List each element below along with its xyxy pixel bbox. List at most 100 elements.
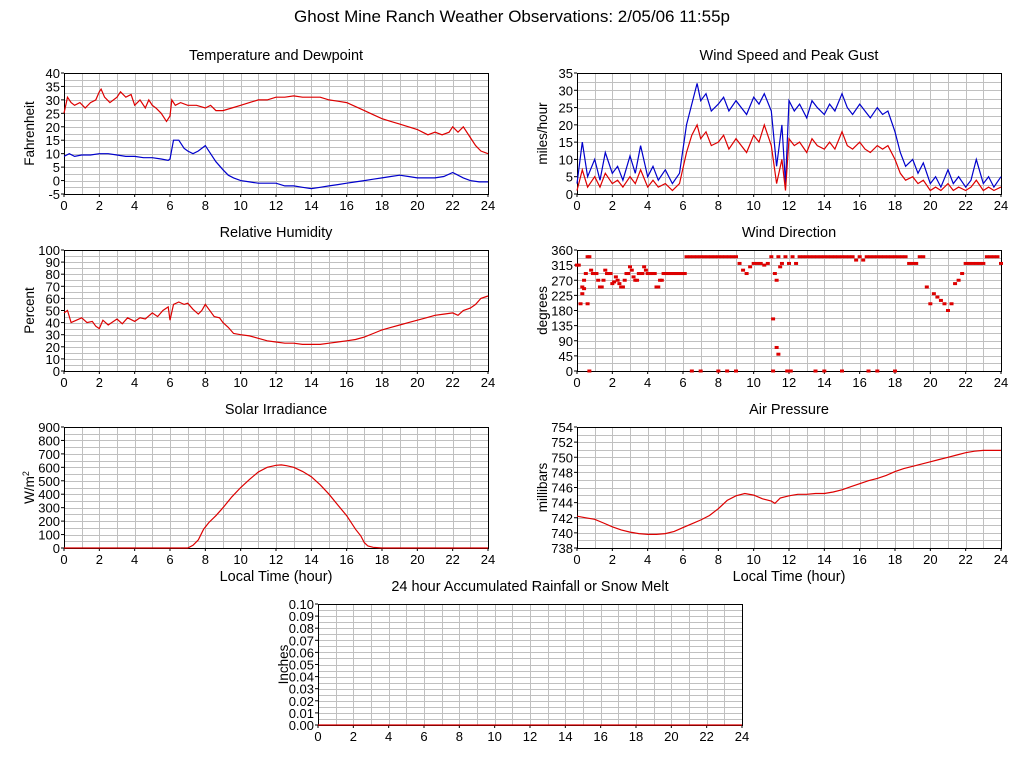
x-tick-label: 20 bbox=[923, 375, 937, 390]
data-point bbox=[771, 317, 776, 321]
chart-title: Relative Humidity bbox=[220, 225, 334, 241]
x-tick-label: 20 bbox=[410, 552, 424, 567]
data-point bbox=[582, 287, 587, 291]
y-tick-label: 0.06 bbox=[289, 645, 314, 660]
x-tick-label: 10 bbox=[233, 198, 247, 213]
x-tick-label: 10 bbox=[746, 198, 760, 213]
chart-svg: 0 2 4 6 8 10 12 14 16 18 20 22 2405101520253035Wind … bbox=[535, 48, 1008, 213]
data-point bbox=[875, 369, 880, 373]
data-point bbox=[914, 261, 919, 265]
y-tick-label: 40 bbox=[46, 66, 60, 81]
data-point bbox=[864, 255, 869, 259]
data-point bbox=[580, 292, 585, 296]
data-point bbox=[847, 255, 852, 259]
data-point bbox=[836, 255, 841, 259]
y-tick-label: 180 bbox=[551, 304, 573, 319]
x-tick-label: 8 bbox=[715, 552, 722, 567]
y-tick-label: 10 bbox=[46, 147, 60, 162]
x-tick-label: 12 bbox=[269, 198, 283, 213]
x-tick-label: 2 bbox=[96, 198, 103, 213]
data-point bbox=[889, 255, 894, 259]
y-tick-label: 738 bbox=[551, 541, 573, 556]
y-tick-label: 30 bbox=[559, 83, 573, 98]
y-tick-label: 60 bbox=[46, 291, 60, 306]
data-point bbox=[938, 298, 943, 302]
y-tick-label: 270 bbox=[551, 273, 573, 288]
chart-title: Solar Irradiance bbox=[225, 402, 327, 418]
data-point bbox=[797, 255, 802, 259]
data-point bbox=[815, 255, 820, 259]
data-point bbox=[612, 280, 617, 284]
data-point bbox=[818, 255, 823, 259]
y-tick-label: 900 bbox=[38, 420, 60, 435]
y-tick-label: 0 bbox=[53, 364, 60, 379]
chart-svg: 0 2 4 6 8 10 12 14 16 18 20 22 240100200300400500600… bbox=[21, 402, 495, 585]
y-tick-label: 0.01 bbox=[289, 706, 314, 721]
x-tick-label: 18 bbox=[888, 198, 902, 213]
data-point bbox=[885, 255, 890, 259]
data-point bbox=[599, 285, 604, 289]
plot-frame bbox=[577, 73, 1002, 195]
data-point bbox=[576, 263, 581, 267]
y-tick-label: 500 bbox=[38, 474, 60, 489]
y-tick-label: 746 bbox=[551, 481, 573, 496]
y-tick-label: 752 bbox=[551, 435, 573, 450]
data-point bbox=[734, 255, 738, 259]
data-point bbox=[875, 255, 880, 259]
data-point bbox=[861, 258, 866, 262]
data-point bbox=[794, 261, 799, 265]
x-tick-label: 20 bbox=[664, 729, 678, 744]
x-tick-label: 6 bbox=[679, 198, 686, 213]
data-point bbox=[772, 272, 777, 276]
x-tick-label: 4 bbox=[385, 729, 392, 744]
y-tick-label: 20 bbox=[46, 340, 60, 355]
y-tick-label: 90 bbox=[559, 334, 573, 349]
data-point bbox=[769, 255, 774, 259]
y-tick-label: 0.03 bbox=[289, 682, 314, 697]
x-tick-label: 14 bbox=[304, 198, 318, 213]
y-tick-label: 0.10 bbox=[289, 597, 314, 612]
data-point bbox=[970, 261, 975, 265]
x-tick-label: 22 bbox=[958, 552, 972, 567]
y-tick-label: 744 bbox=[551, 496, 573, 511]
data-point bbox=[587, 255, 592, 259]
chart-title: Temperature and Dewpoint bbox=[189, 48, 363, 64]
chart-svg: 0 2 4 6 8 10 12 14 16 18 20 22 240.000.010.020.030.0… bbox=[276, 579, 749, 744]
x-tick-label: 2 bbox=[96, 552, 103, 567]
data-point bbox=[967, 261, 972, 265]
x-tick-label: 18 bbox=[629, 729, 643, 744]
data-point bbox=[684, 255, 689, 259]
chart-title: Wind Speed and Peak Gust bbox=[700, 48, 879, 64]
x-tick-label: 22 bbox=[699, 729, 713, 744]
data-point bbox=[725, 369, 730, 373]
data-point bbox=[631, 275, 636, 279]
x-tick-label: 14 bbox=[304, 375, 318, 390]
data-point bbox=[811, 255, 816, 259]
data-point bbox=[778, 265, 783, 269]
x-tick-label: 12 bbox=[523, 729, 537, 744]
y-tick-label: 700 bbox=[38, 447, 60, 462]
x-tick-label: 0 bbox=[60, 375, 67, 390]
data-point bbox=[960, 272, 965, 276]
x-tick-label: 14 bbox=[304, 552, 318, 567]
y-tick-label: 100 bbox=[38, 243, 60, 258]
x-tick-label: 16 bbox=[593, 729, 607, 744]
y-tick-label: 10 bbox=[559, 152, 573, 167]
data-point bbox=[726, 255, 731, 259]
x-tick-label: 16 bbox=[852, 552, 866, 567]
y-tick-label: 45 bbox=[559, 349, 573, 364]
x-tick-label: 18 bbox=[888, 375, 902, 390]
data-point bbox=[640, 272, 645, 276]
y-tick-label: 90 bbox=[46, 255, 60, 270]
x-tick-label: 0 bbox=[60, 552, 67, 567]
y-tick-label: 35 bbox=[46, 79, 60, 94]
data-point bbox=[977, 261, 982, 265]
x-tick-label: 6 bbox=[166, 375, 173, 390]
y-tick-label: 20 bbox=[559, 118, 573, 133]
data-point bbox=[801, 255, 806, 259]
data-point bbox=[578, 302, 583, 306]
x-tick-label: 10 bbox=[487, 729, 501, 744]
data-point bbox=[785, 369, 790, 373]
data-point bbox=[953, 282, 958, 286]
x-tick-label: 16 bbox=[852, 198, 866, 213]
